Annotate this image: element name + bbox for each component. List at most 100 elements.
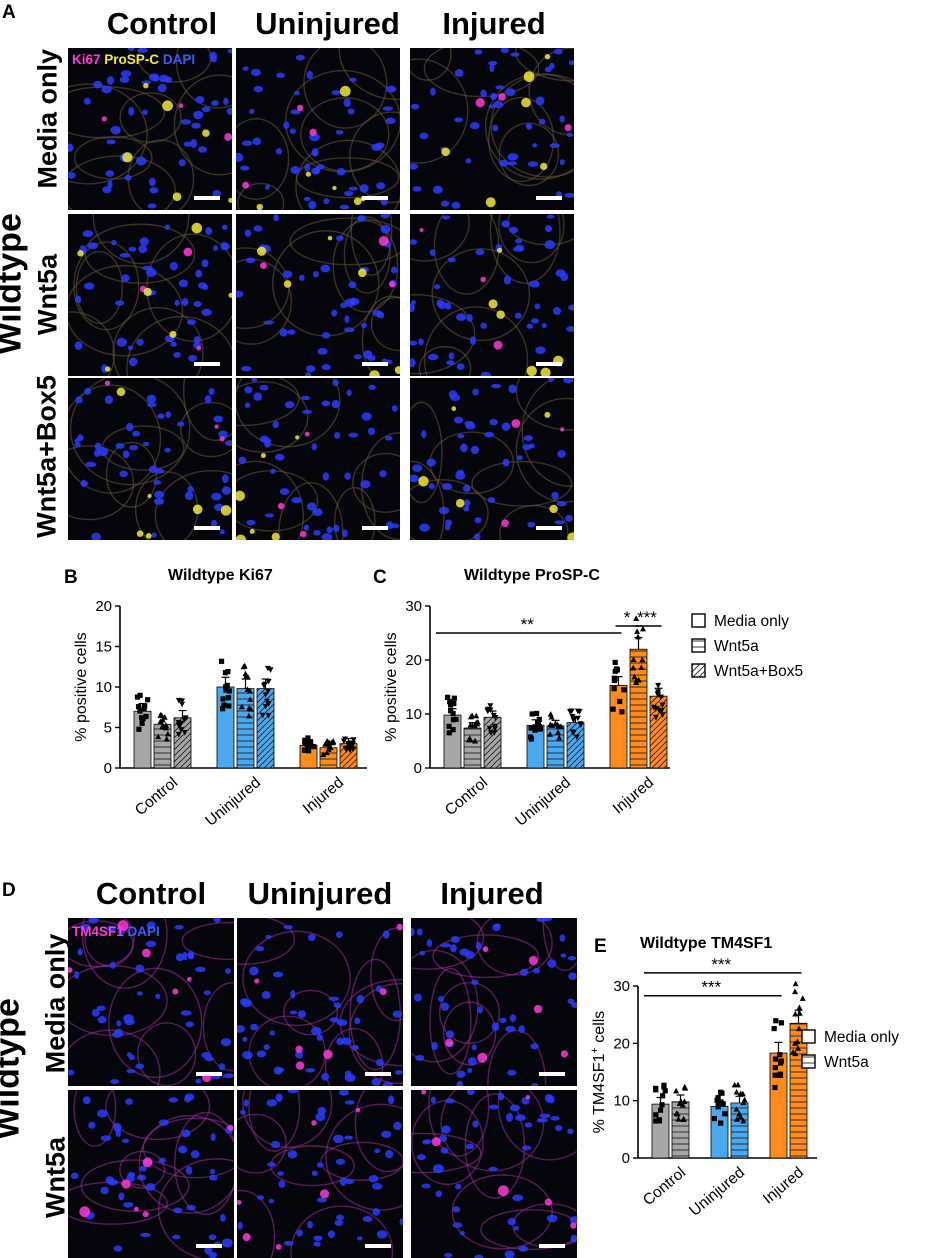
stain-legend-a: Ki67 ProSP-C DAPI [72,52,195,67]
micrograph-image [68,918,234,1086]
panel-label-a: A [2,2,16,23]
y-tick-label: 30 [613,978,630,995]
legend-label: Wnt5a+Box5 [714,663,803,680]
x-category-label: Injured [760,1164,807,1207]
micrograph-d-r2c2 [237,1090,403,1258]
panel-label-b: B [64,567,78,588]
row-label-wnt5a-d: Wnt5a [40,1137,71,1218]
panel-label-e: E [594,936,607,957]
panel-label-d: D [2,880,16,901]
legend-label: Media only [824,1029,899,1046]
bar-control-2 [153,723,172,769]
row-label-media-only-d: Media only [40,933,71,1074]
scale-bar [536,362,562,366]
legend-swatch [691,663,706,678]
micrograph-d-r2c3 [411,1090,577,1258]
scale-bar [194,196,220,200]
chart-c: 0 10 20 30 % positive cells Control Uninjured I… [383,598,670,830]
x-category-label: Control [132,774,181,819]
stain-prospc: ProSP-C [104,52,160,67]
micrograph-d-r1c1 [68,918,234,1086]
legend-swatch [801,1054,816,1069]
bar-control-1 [443,714,462,769]
scale-bar [196,1072,222,1076]
stain-legend-d: TM4SF1 DAPI [72,924,160,939]
micrograph-a-r3c3 [410,378,574,540]
chart-b: 0 5 10 15 20 % positive cells Control Uninjured… [73,598,367,830]
bar-uninjured-3 [566,722,585,769]
legend-top: Media only Wnt5a Wnt5a+Box5 [691,613,803,680]
y-tick-label: 10 [405,706,422,723]
y-tick-label: 5 [104,720,112,737]
col-title-injured-d: Injured [440,876,544,911]
scale-bar [362,362,388,366]
micrograph-image [237,918,403,1086]
micrograph-d-r2c1 [68,1090,234,1258]
stain-ki67: Ki67 [72,52,101,67]
significance-label: *** [637,608,657,627]
col-title-uninjured-a: Uninjured [255,6,400,41]
chart-title-b: Wildtype Ki67 [168,567,273,584]
micrograph-a-r3c2 [236,378,400,540]
y-axis-label: % TM4SF1+ cells [589,1011,608,1134]
y-tick-label: 10 [95,679,112,696]
scale-bar [539,1244,565,1248]
scale-bar [536,196,562,200]
bar-injured-1 [769,1052,788,1159]
x-category-label: Injured [610,774,657,817]
chart-title-e: Wildtype TM4SF1 [640,935,773,952]
micrograph-image [236,214,400,376]
x-category-label: Uninjured [202,774,264,830]
micrograph-a-r3c1 [68,378,232,540]
x-category-label: Control [442,774,491,819]
x-category-label: Uninjured [512,774,574,830]
significance-label: * [624,608,631,627]
row-label-wnt5a-a: Wnt5a [32,254,63,335]
y-tick-label: 20 [95,598,112,615]
y-tick-label: 0 [622,1150,630,1167]
x-category-label: Control [640,1164,689,1209]
scale-bar [362,196,388,200]
row-label-media-only-a: Media only [32,48,63,189]
panel-label-c: C [373,567,387,588]
legend-bottom: Media only Wnt5a [801,1029,899,1071]
y-tick-label: 0 [104,760,112,777]
legend-swatch [691,613,706,628]
micrograph-image [410,48,574,209]
y-axis-label: % positive cells [383,632,400,741]
bar-control-2 [463,727,482,769]
chart-title-c: Wildtype ProSP-C [464,567,600,584]
y-tick-label: 0 [414,760,422,777]
micrograph-image [237,1090,403,1258]
micrograph-image [411,918,577,1086]
scale-bar [365,1072,391,1076]
micrograph-image [411,1090,577,1258]
scale-bar [362,526,388,530]
micrograph-d-r1c3 [411,918,577,1086]
significance-label: ** [521,615,535,634]
x-category-label: Uninjured [686,1164,748,1220]
side-label-wildtype-a: Wildtype [0,213,29,355]
significance-label: *** [701,978,721,997]
y-tick-label: 10 [613,1093,630,1110]
micrograph-image [68,1090,234,1258]
scale-bar [536,526,562,530]
significance-label: *** [711,955,731,974]
y-axis-label: % positive cells [73,632,90,741]
scale-bar [196,1244,222,1248]
legend-label: Wnt5a [824,1054,869,1071]
col-title-injured-a: Injured [442,6,546,41]
legend-label: Wnt5a [714,638,759,655]
side-label-wildtype-d: Wildtype [0,998,27,1140]
micrograph-a-r1c3 [410,48,574,210]
micrograph-a-r2c1 [68,214,232,376]
y-tick-label: 20 [613,1035,630,1052]
micrograph-a-r1c1 [68,48,232,210]
col-title-uninjured-d: Uninjured [247,876,393,911]
stain-dapi: DAPI [162,52,196,67]
scale-bar [539,1072,565,1076]
bar-control-2 [671,1101,690,1159]
legend-swatch [691,638,706,653]
micrograph-image [68,378,232,540]
